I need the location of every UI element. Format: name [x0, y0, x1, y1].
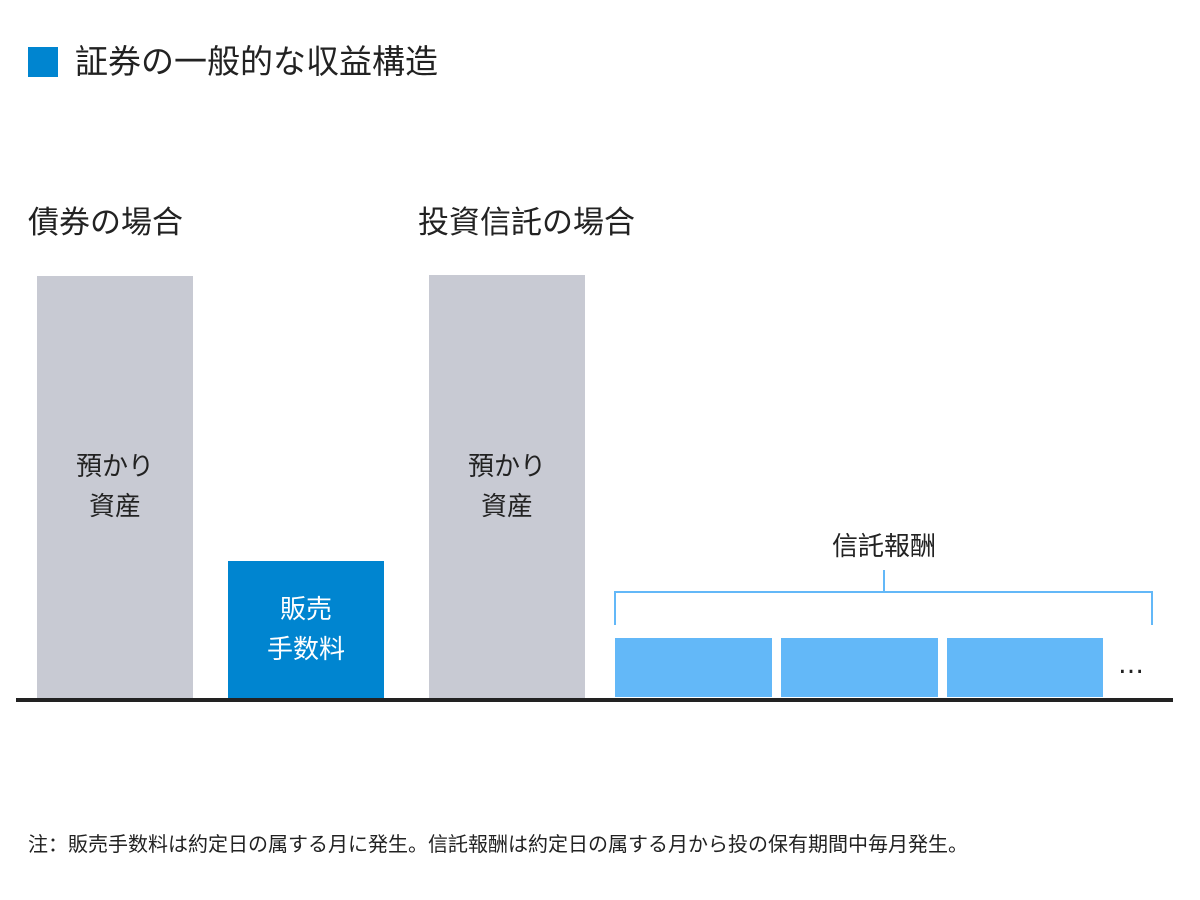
title-marker: [28, 47, 58, 77]
fund-asset-bar: 預かり 資産: [429, 275, 585, 698]
sales-fee-bar: 販売 手数料: [228, 561, 384, 698]
trust-fee-block: [947, 638, 1103, 697]
ellipsis: …: [1118, 650, 1146, 680]
bond-asset-bar: 預かり 資産: [37, 276, 193, 698]
bond-asset-label-1: 預かり: [75, 452, 154, 482]
sales-fee-label-1: 販売: [279, 594, 332, 625]
trust-fee-block: [781, 638, 938, 697]
bracket-left: [614, 591, 616, 625]
bracket-bar: [614, 591, 1153, 593]
fund-heading: 投資信託の場合: [418, 205, 635, 241]
page-title: 証券の一般的な収益構造: [75, 42, 438, 81]
bond-heading: 債券の場合: [28, 205, 183, 241]
bracket-right: [1151, 591, 1153, 625]
fund-asset-label-1: 預かり: [467, 451, 546, 482]
bracket-stem: [883, 570, 885, 592]
sales-fee-label-2: 手数料: [266, 634, 345, 665]
footnote: 注：販売手数料は約定日の属する月に発生。信託報酬は約定日の属する月から投の保有期…: [28, 832, 968, 856]
trust-fee-label: 信託報酬: [831, 532, 936, 562]
fund-asset-label-2: 資産: [480, 491, 533, 522]
baseline-axis: [16, 698, 1173, 702]
bond-asset-label-2: 資産: [88, 492, 141, 522]
trust-fee-block: [615, 638, 772, 697]
